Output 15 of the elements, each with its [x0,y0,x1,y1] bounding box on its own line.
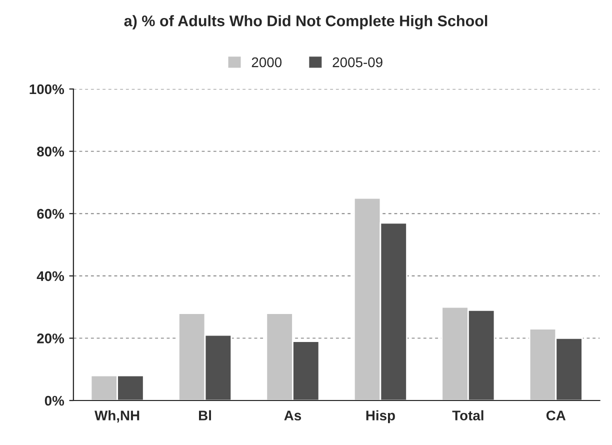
y-tick-label: 100% [30,84,64,94]
chart-title: a) % of Adults Who Did Not Complete High School [124,15,488,30]
x-tick-label: As [284,410,302,420]
x-tick-label: Total [452,410,484,420]
legend-label: 2005-09 [332,57,382,68]
y-tick-label: 60% [37,208,64,219]
y-tick-label: 40% [36,271,64,282]
y-tick-label: 80% [37,146,64,156]
x-tick-label: Wh,NH [94,410,140,422]
y-tick-label: 0% [44,396,64,406]
x-tick-label: Hisp [366,410,395,424]
legend-label: 2000 [252,57,282,68]
y-tick-label: 20% [37,334,64,344]
x-tick-label: Bl [199,410,211,420]
x-tick-label: CA [546,410,566,420]
